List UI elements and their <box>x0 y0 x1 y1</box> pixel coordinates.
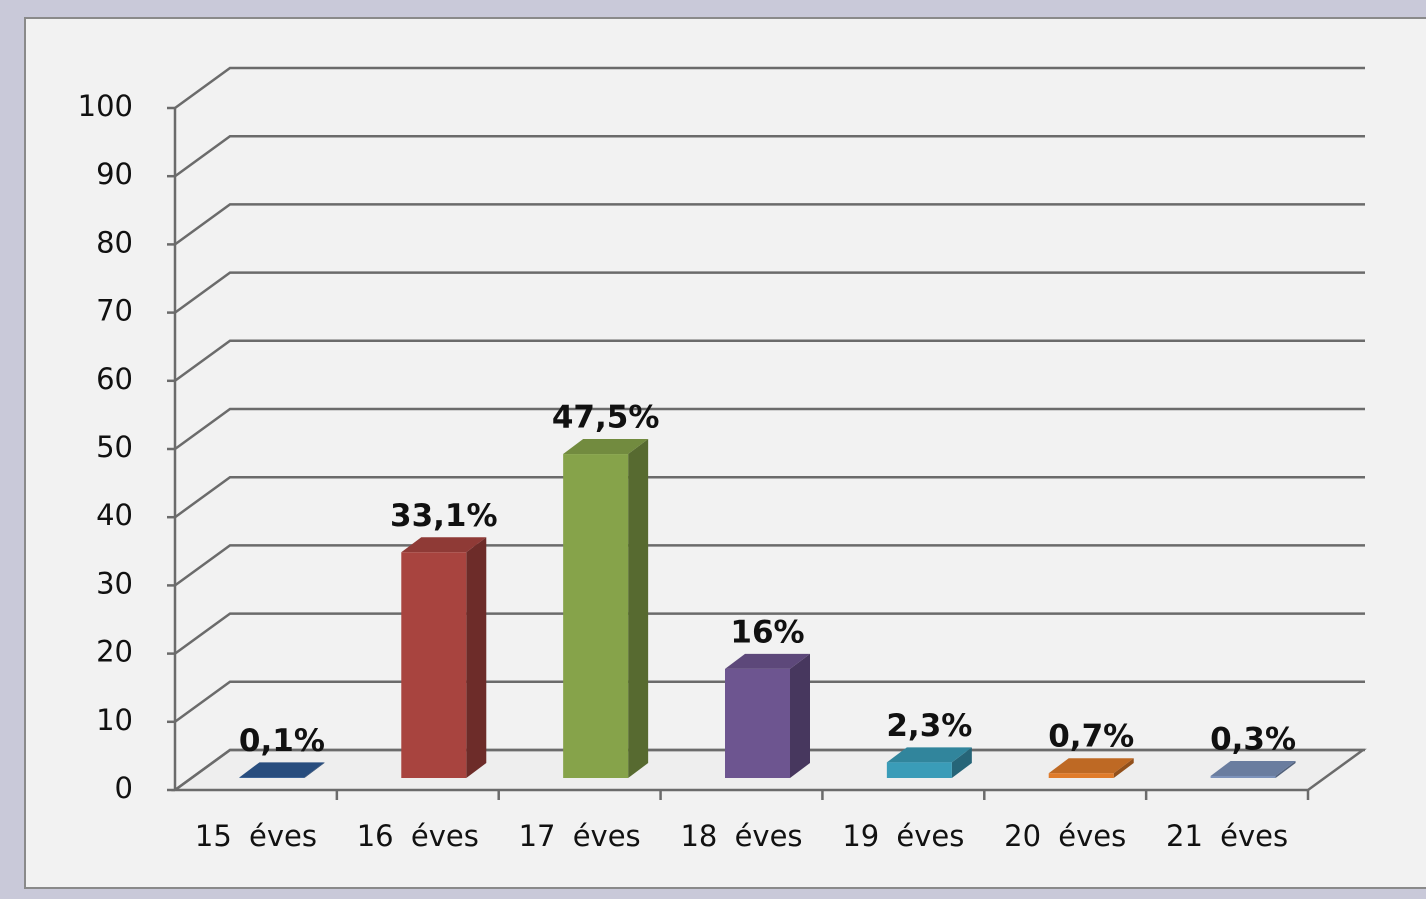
x-tick-label: 21 éves <box>1166 819 1288 853</box>
bar-top <box>239 762 325 778</box>
data-label: 33,1% <box>390 498 498 534</box>
bar <box>1048 773 1114 778</box>
data-label: 0,7% <box>1048 719 1134 755</box>
y-tick-label: 40 <box>96 498 133 532</box>
bar-top <box>886 747 972 763</box>
y-tick-label: 0 <box>115 771 133 805</box>
bar-top <box>1048 758 1134 774</box>
bar-side <box>1113 758 1134 778</box>
bar-side <box>1275 760 1296 778</box>
bar-side <box>951 747 972 778</box>
bar <box>725 668 790 778</box>
bar-top <box>401 537 487 553</box>
y-tick-label: 100 <box>78 89 133 123</box>
bar-side <box>304 762 325 778</box>
bar-top <box>563 439 649 455</box>
bar-side <box>466 537 487 778</box>
grid-line <box>174 339 1365 382</box>
x-tick-label: 16 éves <box>357 819 479 853</box>
bar <box>401 552 467 778</box>
y-tick-label: 30 <box>96 566 133 600</box>
data-label: 2,3% <box>886 708 972 744</box>
x-tick-label: 20 éves <box>1004 819 1126 853</box>
bar <box>886 762 952 778</box>
y-tick-label: 70 <box>96 294 133 328</box>
grid-line <box>174 475 1365 519</box>
x-tick-label: 19 éves <box>842 819 964 853</box>
y-tick-label: 90 <box>96 157 133 191</box>
y-tick-label: 50 <box>96 430 133 464</box>
x-tick-label: 17 éves <box>519 819 641 853</box>
data-label: 0,1% <box>239 723 325 759</box>
bar <box>563 454 629 778</box>
bar-side <box>790 653 810 778</box>
bar-top <box>1210 760 1296 776</box>
grid-line <box>174 407 1365 451</box>
grid-line <box>174 544 1365 587</box>
data-label: 0,3% <box>1210 721 1296 757</box>
y-tick-label: 60 <box>96 362 133 396</box>
x-tick-label: 18 éves <box>680 819 802 853</box>
grid-line <box>174 134 1365 178</box>
data-label: 47,5% <box>552 400 660 436</box>
data-label: 16% <box>730 614 804 650</box>
grid-line <box>174 748 1365 792</box>
y-tick-label: 80 <box>96 225 133 259</box>
x-tick-label: 15 éves <box>195 819 317 853</box>
bar <box>1210 775 1276 778</box>
grid-line <box>174 680 1365 723</box>
bar-top <box>725 653 810 669</box>
grid-line <box>174 612 1365 655</box>
y-tick-label: 10 <box>96 703 133 737</box>
bar <box>239 777 305 778</box>
y-tick-label: 20 <box>96 635 133 669</box>
grid-line <box>174 271 1365 314</box>
grid-line <box>174 203 1365 246</box>
grid-line <box>174 66 1365 110</box>
bar-side <box>628 439 649 778</box>
